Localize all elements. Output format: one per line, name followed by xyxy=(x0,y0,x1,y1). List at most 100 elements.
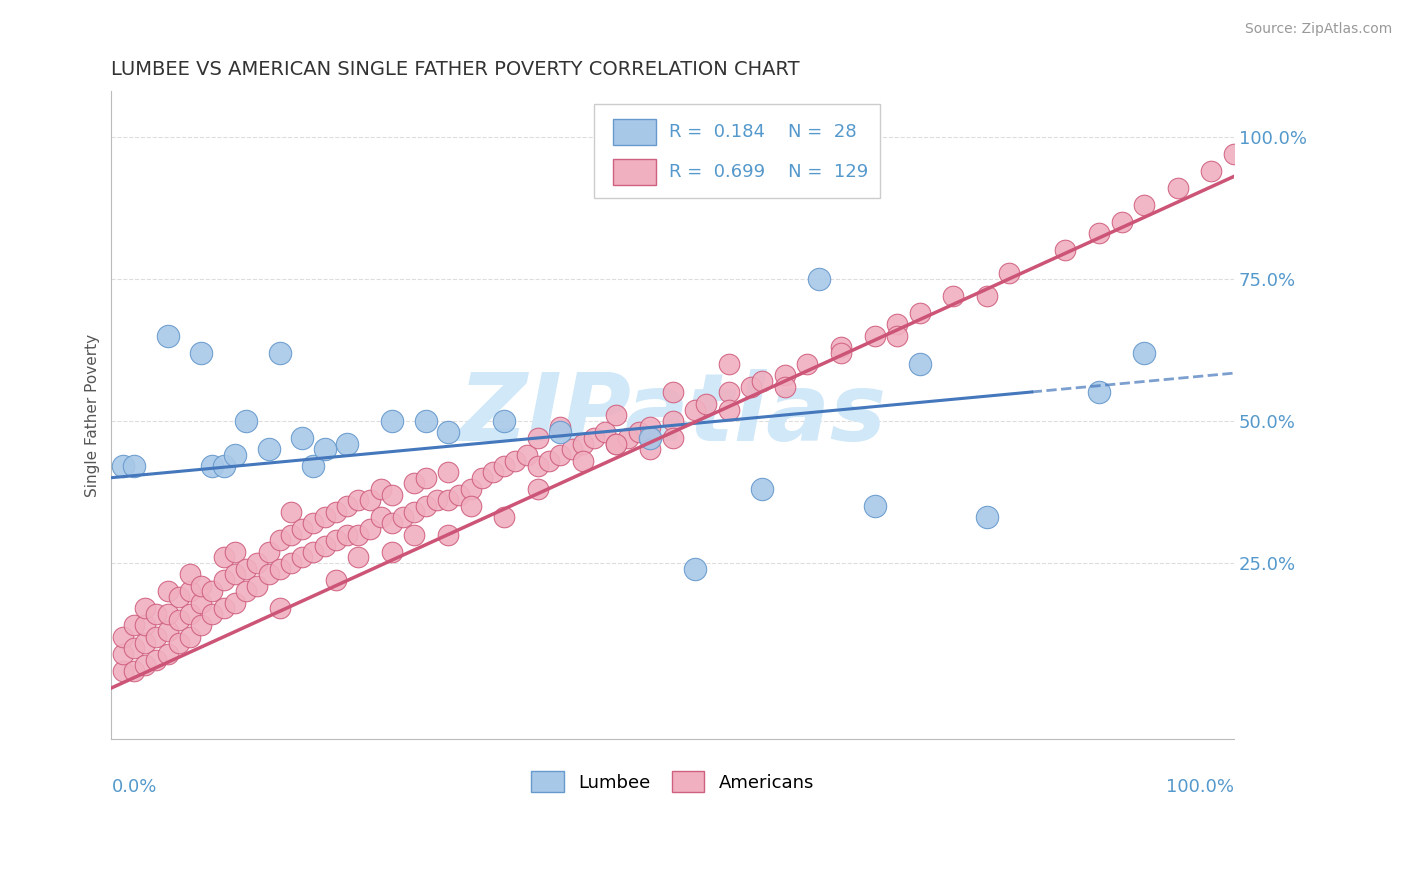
Text: Source: ZipAtlas.com: Source: ZipAtlas.com xyxy=(1244,22,1392,37)
Americans xyxy=(998,266,1021,280)
Americans xyxy=(167,590,190,604)
Text: R =  0.184    N =  28: R = 0.184 N = 28 xyxy=(669,123,856,141)
Americans xyxy=(942,289,965,303)
Americans xyxy=(212,601,235,615)
Americans xyxy=(494,510,516,524)
Americans xyxy=(830,340,852,354)
Americans xyxy=(235,584,257,599)
Americans xyxy=(638,431,661,445)
Americans xyxy=(246,579,269,593)
Text: 100.0%: 100.0% xyxy=(1166,778,1234,796)
Americans xyxy=(224,567,246,582)
Americans xyxy=(190,618,212,632)
Americans xyxy=(572,436,595,450)
Americans xyxy=(145,630,167,644)
Americans xyxy=(661,414,683,428)
Americans xyxy=(638,442,661,457)
Lumbee xyxy=(908,357,931,371)
Lumbee xyxy=(494,414,516,428)
Americans xyxy=(224,596,246,610)
Lumbee xyxy=(437,425,460,440)
Americans xyxy=(751,374,773,388)
Americans xyxy=(156,584,179,599)
Americans xyxy=(796,357,818,371)
Americans xyxy=(1133,198,1156,212)
Americans xyxy=(111,647,134,661)
Americans xyxy=(976,289,998,303)
Americans xyxy=(381,516,404,531)
Americans xyxy=(538,453,561,467)
Legend: Lumbee, Americans: Lumbee, Americans xyxy=(522,763,824,801)
Lumbee xyxy=(863,499,886,513)
Americans xyxy=(593,425,616,440)
Americans xyxy=(122,664,145,678)
Americans xyxy=(886,328,908,343)
Lumbee xyxy=(336,436,359,450)
Americans xyxy=(404,505,426,519)
Americans xyxy=(605,436,627,450)
Americans xyxy=(404,476,426,491)
Americans xyxy=(122,641,145,656)
Lumbee xyxy=(638,431,661,445)
Americans xyxy=(336,527,359,541)
Americans xyxy=(257,544,280,558)
Americans xyxy=(134,618,156,632)
Lumbee xyxy=(269,345,291,359)
Text: ZIPatlas: ZIPatlas xyxy=(458,369,887,461)
Americans xyxy=(179,607,201,621)
Americans xyxy=(325,573,347,587)
Lumbee xyxy=(683,561,706,575)
Americans xyxy=(695,397,717,411)
Americans xyxy=(314,510,336,524)
Lumbee xyxy=(111,459,134,474)
Lumbee xyxy=(291,431,314,445)
Americans xyxy=(1223,146,1246,161)
Lumbee xyxy=(381,414,404,428)
Americans xyxy=(212,573,235,587)
Americans xyxy=(269,601,291,615)
Americans xyxy=(201,607,224,621)
Americans xyxy=(325,505,347,519)
Text: LUMBEE VS AMERICAN SINGLE FATHER POVERTY CORRELATION CHART: LUMBEE VS AMERICAN SINGLE FATHER POVERTY… xyxy=(111,60,800,78)
Americans xyxy=(347,527,370,541)
Americans xyxy=(460,482,482,496)
Americans xyxy=(830,345,852,359)
Americans xyxy=(224,544,246,558)
Americans xyxy=(111,630,134,644)
Americans xyxy=(773,368,796,383)
Americans xyxy=(336,499,359,513)
Americans xyxy=(179,584,201,599)
Americans xyxy=(740,380,762,394)
Lumbee xyxy=(302,459,325,474)
Americans xyxy=(494,459,516,474)
Americans xyxy=(134,658,156,673)
Americans xyxy=(280,556,302,570)
Americans xyxy=(572,453,595,467)
Americans xyxy=(773,380,796,394)
Lumbee xyxy=(235,414,257,428)
Lumbee xyxy=(190,345,212,359)
Lumbee xyxy=(257,442,280,457)
Americans xyxy=(516,448,538,462)
Americans xyxy=(111,664,134,678)
Americans xyxy=(302,544,325,558)
Americans xyxy=(505,453,527,467)
Americans xyxy=(460,499,482,513)
Americans xyxy=(437,465,460,479)
Americans xyxy=(661,431,683,445)
Lumbee xyxy=(156,328,179,343)
Americans xyxy=(550,419,572,434)
Americans xyxy=(359,493,381,508)
Americans xyxy=(437,493,460,508)
Lumbee xyxy=(224,448,246,462)
Americans xyxy=(122,618,145,632)
Americans xyxy=(359,522,381,536)
Americans xyxy=(561,442,583,457)
Americans xyxy=(616,431,638,445)
Lumbee xyxy=(415,414,437,428)
Americans xyxy=(269,533,291,548)
Americans xyxy=(527,482,550,496)
Americans xyxy=(156,607,179,621)
Americans xyxy=(426,493,449,508)
Americans xyxy=(190,596,212,610)
